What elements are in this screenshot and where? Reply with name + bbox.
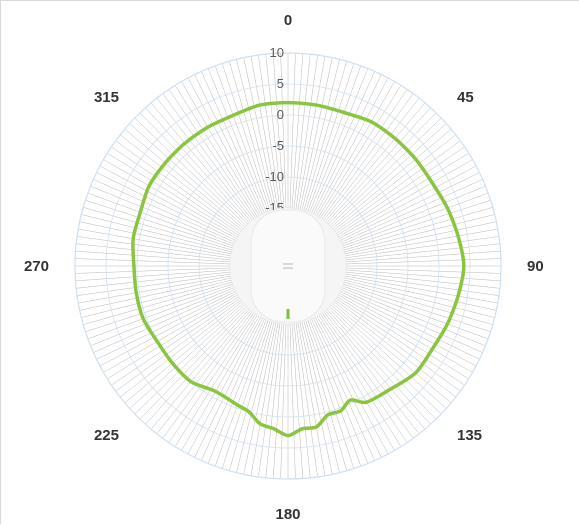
angle-tick-label: 0 bbox=[284, 12, 292, 29]
angle-tick-label: 315 bbox=[94, 89, 119, 106]
radial-tick-label: -5 bbox=[272, 138, 284, 153]
polar-chart-svg: -15-10-5051004590135180225270315 bbox=[1, 1, 579, 525]
radial-tick-label: 10 bbox=[270, 45, 284, 60]
led-indicator bbox=[287, 309, 290, 319]
center-device bbox=[230, 208, 346, 324]
angle-tick-label: 135 bbox=[457, 427, 482, 444]
radial-tick-label: 5 bbox=[277, 76, 284, 91]
angle-tick-label: 90 bbox=[527, 258, 544, 275]
angle-tick-label: 45 bbox=[457, 89, 474, 106]
radial-tick-label: 0 bbox=[277, 107, 284, 122]
angle-tick-label: 180 bbox=[275, 506, 300, 523]
angle-tick-label: 270 bbox=[24, 258, 49, 275]
angle-tick-label: 225 bbox=[94, 427, 119, 444]
polar-chart-container: -15-10-5051004590135180225270315 bbox=[0, 0, 579, 524]
radial-tick-label: -10 bbox=[265, 169, 284, 184]
